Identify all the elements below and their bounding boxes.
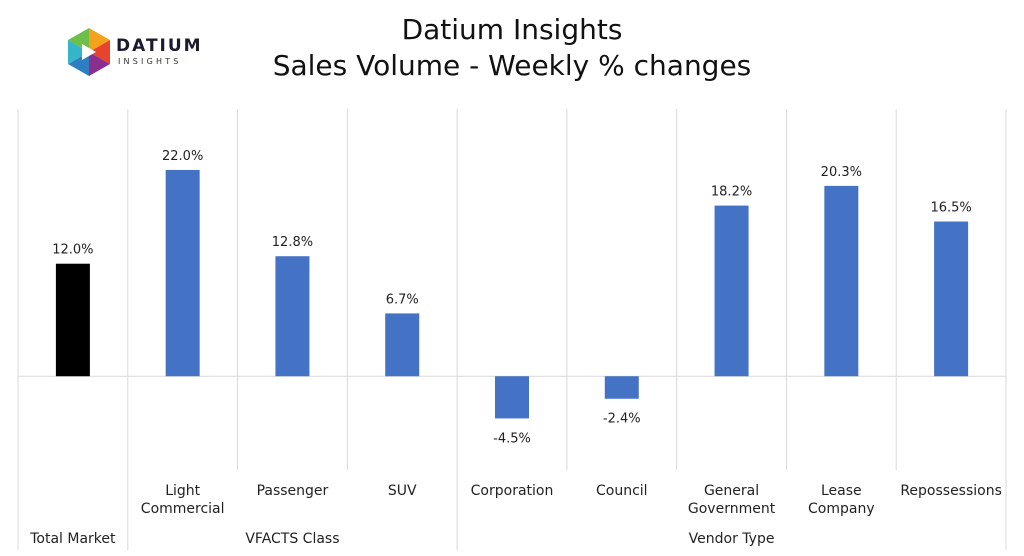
bar bbox=[714, 205, 749, 377]
category-tick-label: Corporation bbox=[471, 483, 554, 499]
data-label: -2.4% bbox=[603, 412, 641, 427]
data-label: 16.5% bbox=[930, 201, 971, 216]
bar bbox=[824, 185, 859, 377]
category-tick-label: SUV bbox=[388, 483, 417, 499]
logo-subtitle: INSIGHTS bbox=[118, 57, 182, 66]
chart-title-line1: Datium Insights bbox=[401, 13, 623, 46]
datium-logo: DATIUM INSIGHTS bbox=[66, 26, 206, 78]
data-label: -4.5% bbox=[493, 431, 531, 446]
chart-title-line2: Sales Volume - Weekly % changes bbox=[272, 49, 752, 82]
category-tick-label: Lease bbox=[821, 483, 862, 499]
category-tick-label: General bbox=[704, 483, 759, 499]
bar bbox=[165, 169, 200, 377]
data-label: 6.7% bbox=[386, 292, 419, 307]
category-tick-label: Council bbox=[596, 483, 648, 499]
data-label: 18.2% bbox=[711, 185, 752, 200]
logo-word: DATIUM bbox=[116, 36, 203, 56]
data-label: 20.3% bbox=[821, 165, 862, 180]
bar bbox=[495, 376, 529, 419]
category-tick-label: Government bbox=[688, 501, 776, 517]
category-tick-label: Light bbox=[165, 483, 200, 499]
category-tick-label: Repossessions bbox=[900, 483, 1002, 499]
category-tick-label: Passenger bbox=[257, 483, 329, 499]
bar bbox=[934, 221, 969, 377]
data-label: 12.0% bbox=[52, 243, 93, 258]
chart-labels: 12.0% 22.0% 12.8% 6.7% -4.5% -2.4% 18.2% 20.3% 1… bbox=[29, 149, 1002, 547]
data-label: 22.0% bbox=[162, 149, 203, 164]
category-tick-label: Company bbox=[808, 501, 875, 517]
bar bbox=[385, 313, 420, 377]
chart-bars bbox=[55, 169, 969, 419]
group-label: VFACTS Class bbox=[245, 531, 339, 547]
bar bbox=[604, 376, 639, 399]
chart-title: Datium Insights Sales Volume - Weekly % … bbox=[0, 12, 1024, 84]
bar bbox=[55, 263, 90, 377]
data-label: 12.8% bbox=[272, 235, 313, 250]
bar bbox=[275, 256, 310, 377]
chart-dividers bbox=[17, 109, 1007, 550]
category-tick-label: Commercial bbox=[141, 501, 225, 517]
group-label: Total Market bbox=[29, 531, 116, 547]
group-label: Vendor Type bbox=[689, 531, 775, 547]
logo-mark-icon bbox=[68, 28, 110, 76]
